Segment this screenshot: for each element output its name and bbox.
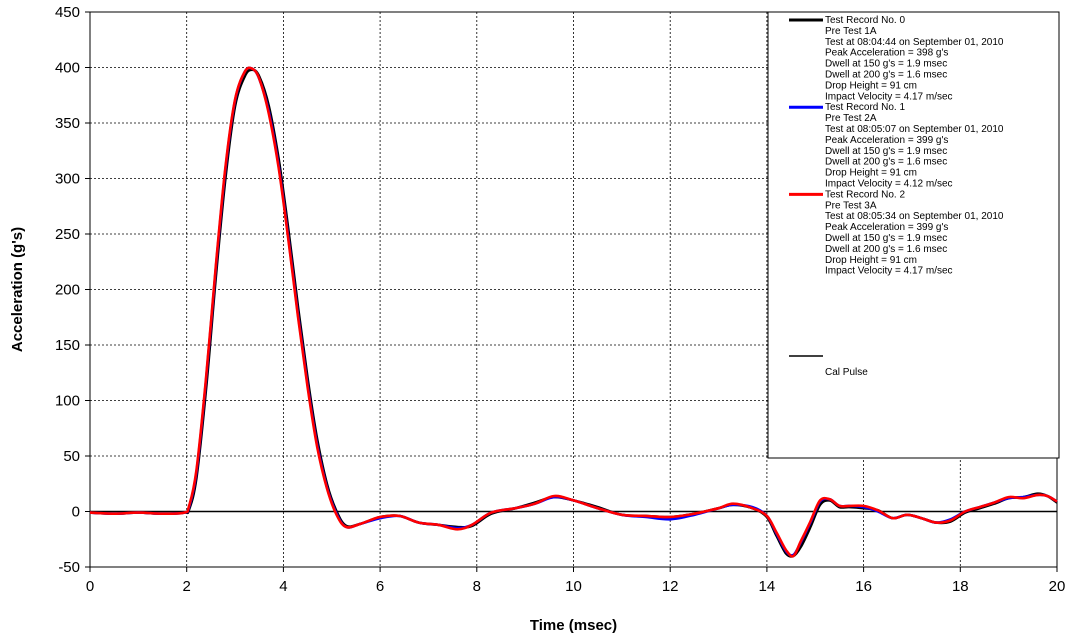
legend-series-name: Test Record No. 1 — [825, 102, 905, 113]
x-tick-label: 14 — [759, 578, 776, 595]
legend-detail-line: Pre Test 2A — [825, 113, 877, 124]
legend-detail-line: Dwell at 200 g's = 1.6 msec — [825, 157, 947, 168]
y-tick-label: 100 — [55, 393, 80, 410]
axis-ticks: -50 0 50 100 150 200 250 300 350 400 450 0 2 4 6 8 10 12 1… — [55, 4, 1065, 595]
legend-box — [767, 11, 1060, 459]
y-tick-label: 450 — [55, 4, 80, 21]
legend-series-name: Test Record No. 2 — [825, 189, 905, 200]
legend-detail-line: Drop Height = 91 cm — [825, 80, 917, 91]
legend-detail-line: Impact Velocity = 4.12 m/sec — [825, 179, 953, 190]
legend-detail-line: Pre Test 3A — [825, 200, 877, 211]
legend-detail-line: Peak Acceleration = 399 g's — [825, 222, 948, 233]
legend-detail-line: Dwell at 150 g's = 1.9 msec — [825, 59, 947, 70]
y-tick-label: 300 — [55, 171, 80, 188]
x-tick-label: 16 — [855, 578, 872, 595]
y-tick-label: 400 — [55, 60, 80, 77]
y-tick-label: 0 — [72, 504, 80, 521]
series-line-test-record-2 — [89, 66, 1058, 558]
legend-detail-line: Test at 08:04:44 on September 01, 2010 — [825, 37, 1004, 48]
x-axis-title: Time (msec) — [530, 617, 617, 634]
x-tick-label: 2 — [183, 578, 191, 595]
x-tick-label: 12 — [662, 578, 679, 595]
legend-detail-line: Drop Height = 91 cm — [825, 255, 917, 266]
legend-detail-line: Pre Test 1A — [825, 26, 877, 37]
y-tick-label: 150 — [55, 337, 80, 354]
y-tick-label: 50 — [63, 448, 80, 465]
series-lines — [89, 66, 1058, 558]
x-tick-label: 4 — [279, 578, 287, 595]
x-tick-label: 18 — [952, 578, 969, 595]
y-axis-title: Acceleration (g's) — [9, 227, 26, 352]
legend-detail-line: Peak Acceleration = 399 g's — [825, 135, 948, 146]
x-tick-label: 8 — [473, 578, 481, 595]
legend-detail-line: Drop Height = 91 cm — [825, 168, 917, 179]
legend-series-name: Test Record No. 0 — [825, 15, 905, 26]
legend-detail-line: Dwell at 150 g's = 1.9 msec — [825, 146, 947, 157]
legend-cal-pulse-label: Cal Pulse — [825, 367, 868, 378]
x-tick-label: 20 — [1049, 578, 1066, 595]
y-tick-label: 350 — [55, 115, 80, 132]
x-tick-label: 6 — [376, 578, 384, 595]
legend-detail-line: Peak Acceleration = 398 g's — [825, 48, 948, 59]
y-tick-label: 250 — [55, 226, 80, 243]
legend-detail-line: Test at 08:05:34 on September 01, 2010 — [825, 211, 1004, 222]
x-tick-label: 10 — [565, 578, 582, 595]
legend-detail-line: Dwell at 200 g's = 1.6 msec — [825, 244, 947, 255]
y-tick-label: 200 — [55, 282, 80, 299]
y-tick-label: -50 — [58, 559, 80, 576]
legend-detail-line: Impact Velocity = 4.17 m/sec — [825, 266, 953, 277]
legend-detail-line: Dwell at 150 g's = 1.9 msec — [825, 233, 947, 244]
x-tick-label: 0 — [86, 578, 94, 595]
legend-detail-line: Impact Velocity = 4.17 m/sec — [825, 91, 953, 102]
legend-detail-line: Test at 08:05:07 on September 01, 2010 — [825, 124, 1004, 135]
legend-detail-line: Dwell at 200 g's = 1.6 msec — [825, 70, 947, 81]
